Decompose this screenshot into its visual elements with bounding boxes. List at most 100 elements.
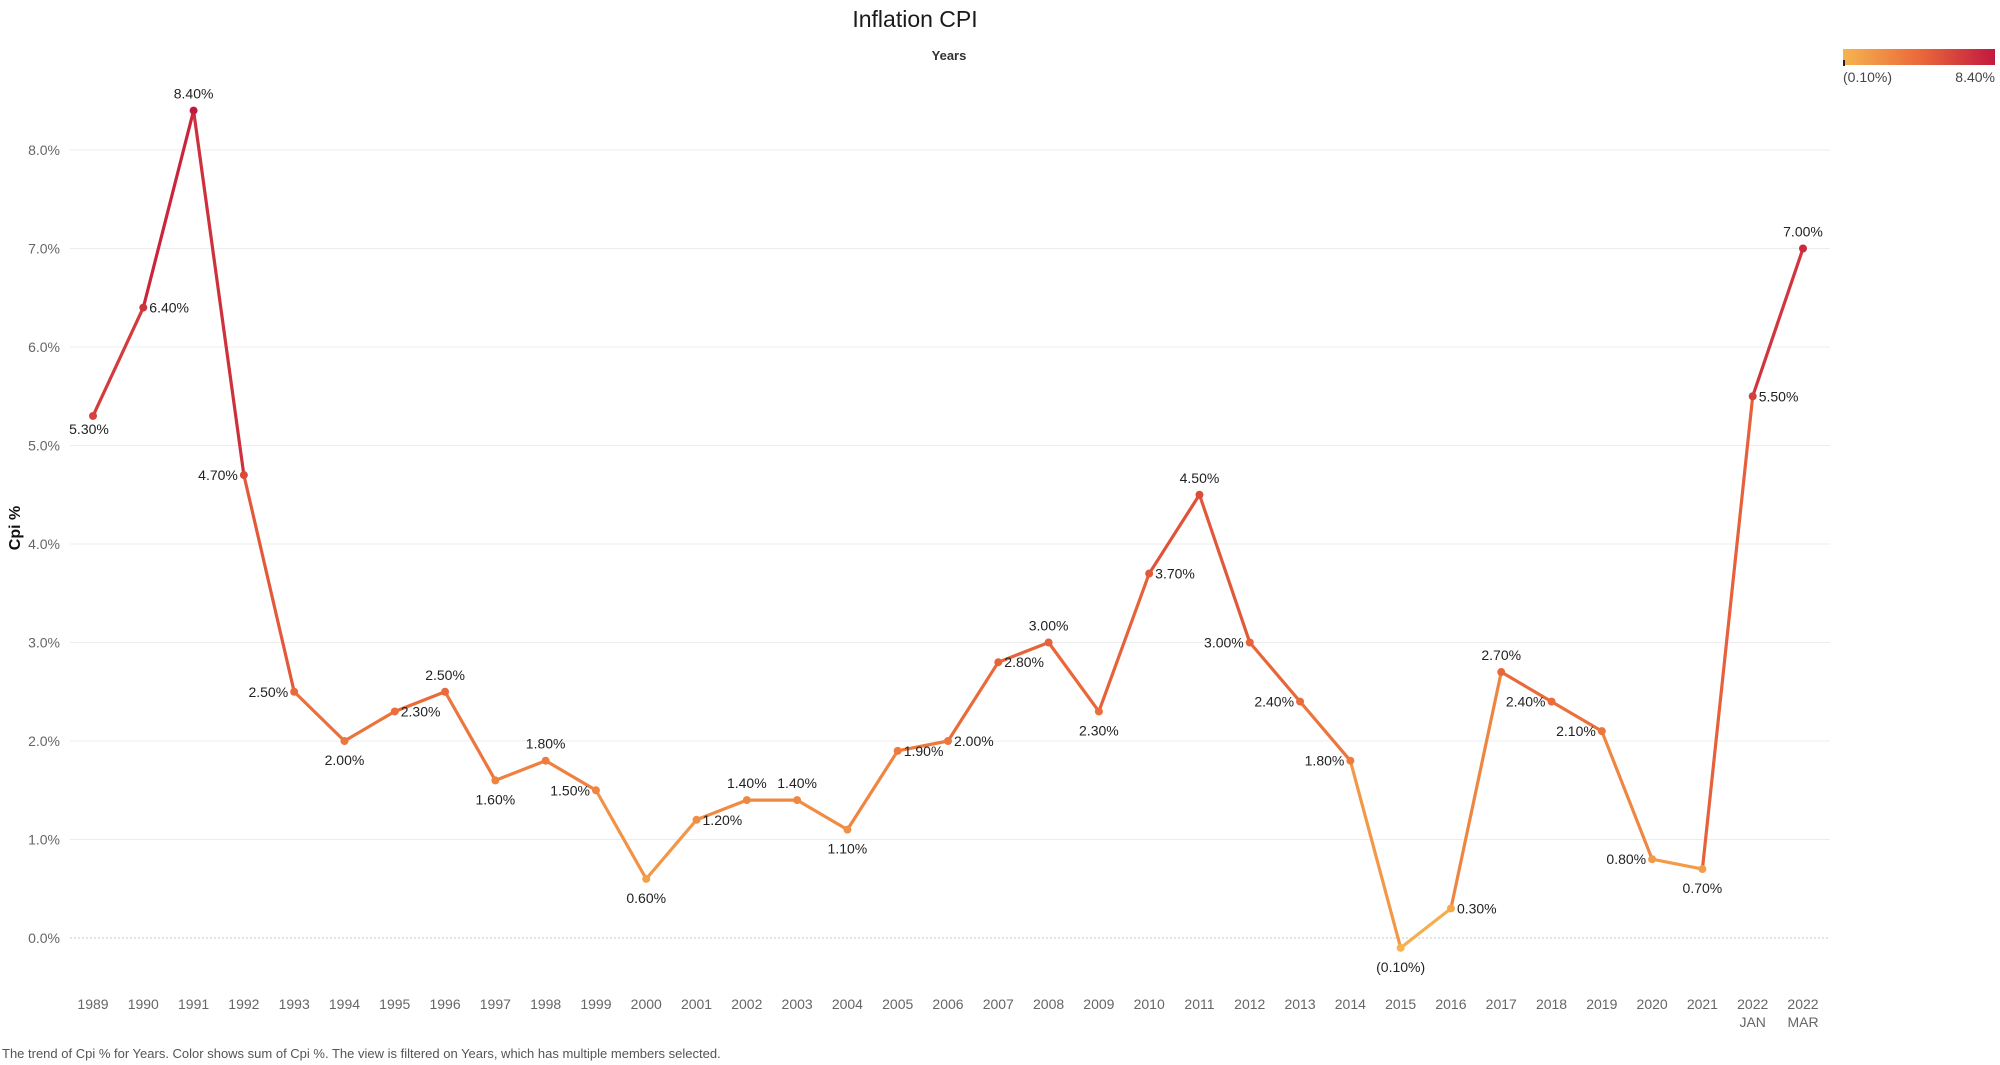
data-label: 1.20% bbox=[703, 812, 743, 828]
data-point[interactable] bbox=[1245, 638, 1254, 647]
data-point[interactable] bbox=[1094, 707, 1103, 716]
data-point[interactable] bbox=[1044, 638, 1053, 647]
cpi-data-labels: 5.30% 6.40% 8.40% 4.70% 2.50% 2.00% 2.30% 2.50%… bbox=[69, 86, 1823, 975]
data-point[interactable] bbox=[1597, 727, 1606, 736]
data-point[interactable] bbox=[491, 776, 500, 785]
data-label: 2.80% bbox=[1004, 654, 1044, 670]
line-segment bbox=[493, 759, 548, 783]
line-segment bbox=[91, 306, 145, 418]
data-label: 2.00% bbox=[954, 733, 994, 749]
data-point[interactable] bbox=[1446, 904, 1455, 913]
color-legend-marker bbox=[1843, 60, 1845, 66]
data-label: 4.70% bbox=[198, 467, 238, 483]
data-point[interactable] bbox=[239, 471, 248, 480]
data-label: 1.40% bbox=[727, 775, 767, 791]
data-point[interactable] bbox=[1195, 490, 1204, 499]
data-point[interactable] bbox=[1346, 756, 1355, 765]
line-segment bbox=[443, 690, 497, 783]
chart-title: Inflation CPI bbox=[852, 6, 977, 32]
data-point[interactable] bbox=[1547, 697, 1556, 706]
data-label: (0.10%) bbox=[1376, 959, 1425, 975]
x-tick-label: 2006 bbox=[932, 996, 963, 1012]
data-label: 2.30% bbox=[1079, 722, 1119, 738]
x-tick-label: 2005 bbox=[882, 996, 913, 1012]
data-point[interactable] bbox=[1698, 865, 1707, 874]
line-segment bbox=[694, 798, 749, 822]
line-segment bbox=[1298, 699, 1352, 763]
line-segment bbox=[795, 798, 850, 832]
data-point[interactable] bbox=[1497, 668, 1506, 677]
x-tick-label: 2001 bbox=[681, 996, 712, 1012]
x-tick-label: 1994 bbox=[329, 996, 360, 1012]
line-segment bbox=[594, 788, 648, 881]
x-tick-label: 1990 bbox=[128, 996, 159, 1012]
line-segment bbox=[141, 108, 196, 310]
x-tick-label: 1991 bbox=[178, 996, 209, 1012]
data-point[interactable] bbox=[290, 687, 299, 696]
data-label: 2.40% bbox=[1506, 694, 1546, 710]
data-point[interactable] bbox=[1296, 697, 1305, 706]
data-point[interactable] bbox=[340, 737, 349, 745]
line-segment bbox=[1197, 493, 1252, 645]
data-point[interactable] bbox=[893, 746, 902, 755]
data-label: 0.60% bbox=[626, 890, 666, 906]
x-tick-label: 2017 bbox=[1486, 996, 1517, 1012]
x-tick-label: 2007 bbox=[983, 996, 1014, 1012]
data-label: 2.00% bbox=[325, 752, 365, 768]
line-segment bbox=[393, 690, 447, 714]
data-label: 2.40% bbox=[1254, 694, 1294, 710]
data-point[interactable] bbox=[189, 106, 198, 115]
data-label: 3.70% bbox=[1155, 566, 1195, 582]
grid bbox=[70, 149, 1830, 939]
data-point[interactable] bbox=[742, 796, 751, 805]
y-tick-label: 0.0% bbox=[28, 930, 60, 946]
data-point[interactable] bbox=[139, 303, 148, 312]
data-label: 3.00% bbox=[1204, 635, 1244, 651]
column-header: Years bbox=[932, 48, 967, 63]
x-tick-label: 2012 bbox=[1234, 996, 1265, 1012]
line-segment bbox=[1751, 246, 1805, 398]
data-label: 5.30% bbox=[69, 421, 109, 437]
color-legend[interactable]: (0.10%) 8.40% bbox=[1843, 49, 1995, 85]
data-point[interactable] bbox=[994, 658, 1003, 667]
x-tick-label: 2010 bbox=[1134, 996, 1165, 1012]
data-point[interactable] bbox=[944, 737, 952, 745]
data-point[interactable] bbox=[642, 874, 651, 883]
data-label: 1.10% bbox=[828, 841, 868, 857]
data-point[interactable] bbox=[1648, 855, 1657, 864]
data-label: 6.40% bbox=[149, 300, 189, 316]
footer-caption: The trend of Cpi % for Years. Color show… bbox=[2, 1046, 721, 1061]
line-segment bbox=[896, 739, 950, 753]
data-point[interactable] bbox=[390, 707, 399, 716]
line-segment bbox=[1449, 670, 1503, 911]
data-point[interactable] bbox=[793, 796, 802, 805]
x-tick-label: 2022 bbox=[1787, 996, 1818, 1012]
data-point[interactable] bbox=[1145, 569, 1154, 578]
line-segment bbox=[1700, 394, 1755, 871]
x-tick-label: 2020 bbox=[1637, 996, 1668, 1012]
y-tick-label: 8.0% bbox=[28, 142, 60, 158]
x-tick-label: 2002 bbox=[731, 996, 762, 1012]
data-point[interactable] bbox=[89, 411, 97, 420]
y-tick-label: 5.0% bbox=[28, 438, 60, 454]
x-tick-label: 1996 bbox=[429, 996, 460, 1012]
cpi-line-series bbox=[91, 108, 1805, 950]
data-point[interactable] bbox=[692, 815, 701, 824]
data-point[interactable] bbox=[591, 786, 600, 795]
data-point[interactable] bbox=[1748, 392, 1757, 401]
data-point[interactable] bbox=[1799, 244, 1807, 253]
data-point[interactable] bbox=[843, 825, 852, 834]
data-point[interactable] bbox=[541, 756, 550, 765]
y-tick-label: 1.0% bbox=[28, 832, 60, 848]
x-tick-label: 2004 bbox=[832, 996, 863, 1012]
x-tick-label: 2018 bbox=[1536, 996, 1567, 1012]
legend-min-label: (0.10%) bbox=[1843, 69, 1892, 85]
x-tick-label: MAR bbox=[1787, 1014, 1818, 1030]
x-tick-label: 1993 bbox=[279, 996, 310, 1012]
y-axis-label: Cpi % bbox=[7, 506, 24, 550]
data-point[interactable] bbox=[1396, 943, 1405, 952]
x-tick-label: 2014 bbox=[1335, 996, 1366, 1012]
data-point[interactable] bbox=[441, 687, 450, 696]
y-tick-label: 7.0% bbox=[28, 241, 60, 257]
